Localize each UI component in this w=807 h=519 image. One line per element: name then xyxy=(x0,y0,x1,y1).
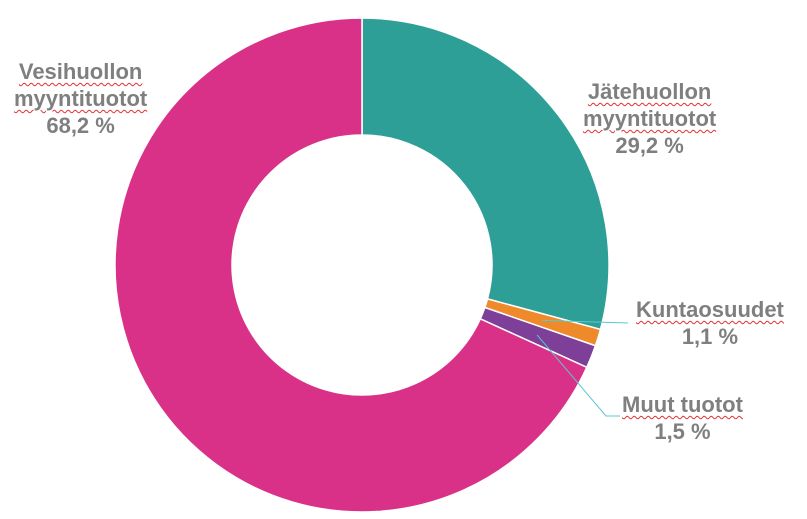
value-jatehuollon: 29,2 % xyxy=(615,133,684,158)
value-vesihuollon: 68,2 % xyxy=(46,113,115,138)
slice-0 xyxy=(361,17,610,331)
label-muut-tuotot: Muut tuotot 1,5 % xyxy=(622,392,743,444)
label-vesihuollon: Vesihuollon myyntituotot 68,2 % xyxy=(14,59,148,138)
label-kuntaosuudet: Kuntaosuudet 1,1 % xyxy=(636,297,784,349)
label-jatehuollon: Jätehuollon myyntituotot 29,2 % xyxy=(583,79,717,158)
value-muut-tuotot: 1,5 % xyxy=(654,419,711,444)
value-kuntaosuudet: 1,1 % xyxy=(681,324,739,349)
slice-3 xyxy=(114,17,588,513)
leader-line-kuntaosuudet xyxy=(542,319,629,324)
leader-line-muut-tuotot xyxy=(536,334,620,417)
